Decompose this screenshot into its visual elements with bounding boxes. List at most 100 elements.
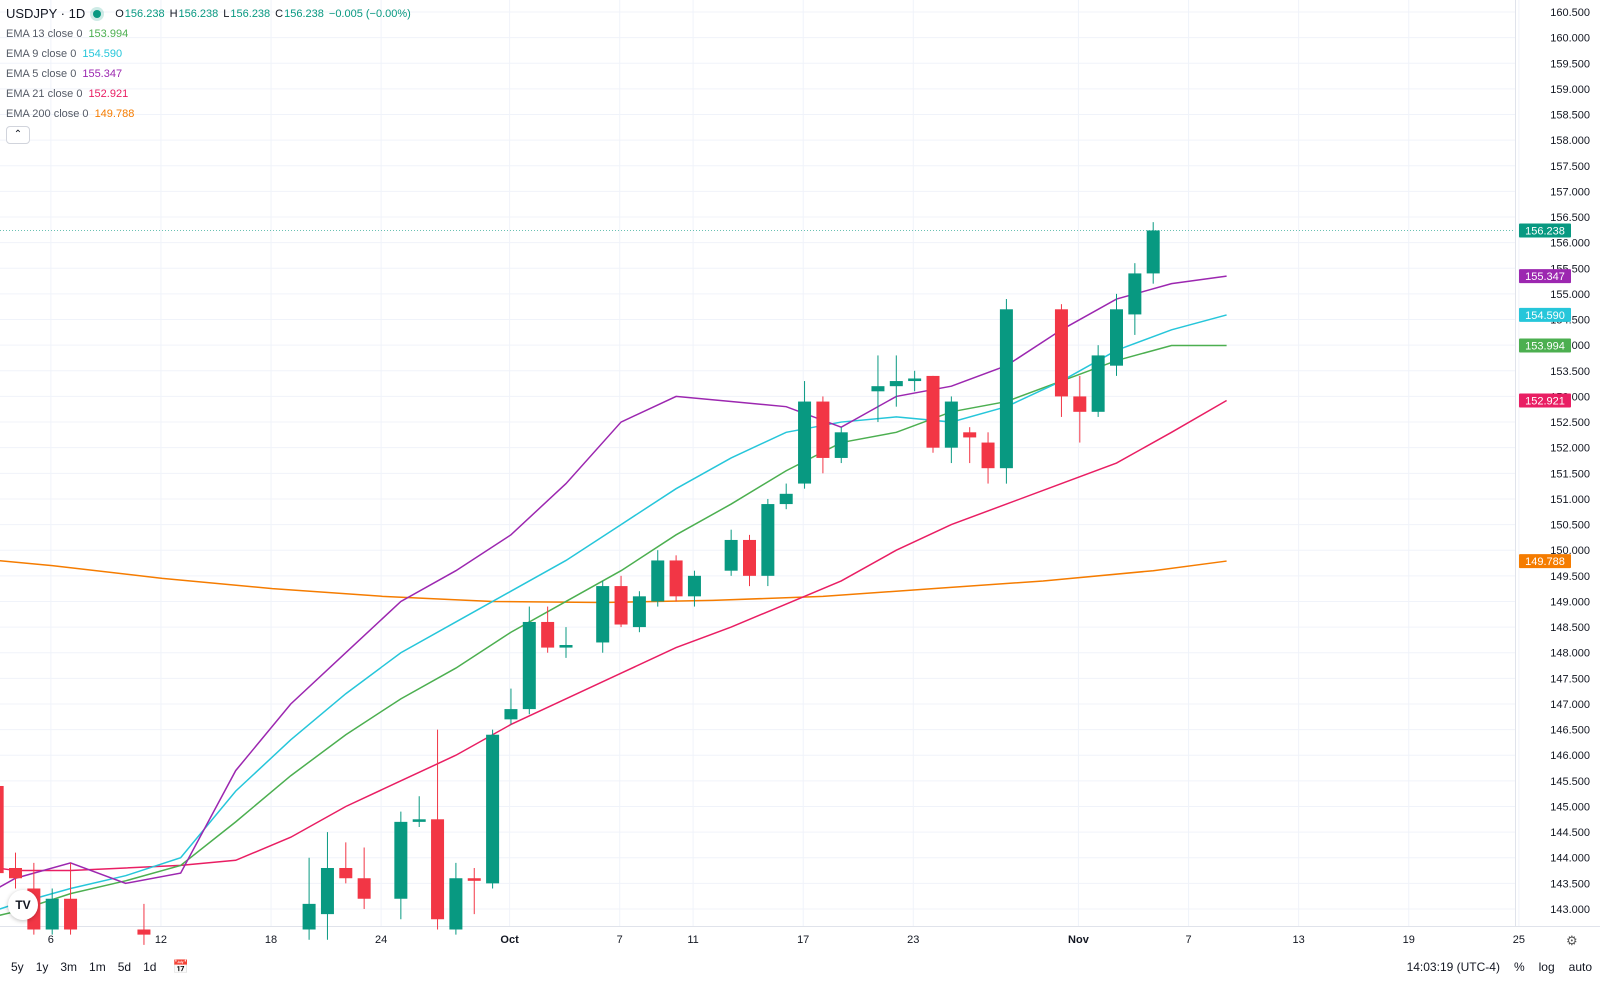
calendar-icon[interactable]: 📅 [172, 959, 189, 974]
price-tick-label: 159.000 [1550, 84, 1590, 96]
tradingview-logo[interactable]: TV [8, 890, 38, 920]
auto-toggle[interactable]: auto [1568, 960, 1592, 974]
price-tick-label: 144.000 [1550, 853, 1590, 865]
indicator-row[interactable]: EMA 21 close 0 152.921 [6, 84, 416, 104]
price-badge-label: 156.238 [1525, 225, 1565, 237]
candle-body [1146, 230, 1160, 274]
candle-body [743, 539, 756, 576]
candle-body [1073, 396, 1087, 412]
candle-body [761, 504, 775, 576]
range-button-5y[interactable]: 5y [11, 960, 24, 974]
range-button-1y[interactable]: 1y [35, 960, 49, 974]
candle-body [908, 378, 922, 382]
price-tick-label: 151.500 [1550, 468, 1590, 480]
settings-gear-icon[interactable]: ⚙ [1566, 933, 1578, 948]
symbol-row: USDJPY · 1D O 156.238 H 156.238 L 156.238 C… [6, 4, 416, 24]
time-tick-label: Nov [1068, 934, 1090, 946]
price-tick-label: 150.500 [1550, 520, 1590, 532]
low-label: L [223, 8, 230, 20]
ema-line [0, 275, 1227, 888]
price-tick-label: 147.500 [1550, 673, 1590, 685]
candle-body [431, 819, 445, 920]
ema-line [0, 399, 1227, 872]
price-tick-label: 149.500 [1550, 571, 1590, 583]
price-badge-label: 149.788 [1525, 556, 1565, 568]
candle-body [944, 401, 958, 448]
candle-body [45, 898, 59, 930]
candle-body [486, 734, 500, 884]
indicator-row[interactable]: EMA 200 close 0 149.788 [6, 104, 416, 124]
range-button-1d[interactable]: 1d [143, 960, 157, 974]
candle-body [596, 586, 610, 643]
candle-body [559, 645, 573, 648]
ema-line [0, 559, 1227, 604]
indicator-row[interactable]: EMA 13 close 0 153.994 [6, 24, 416, 44]
chart-legend: USDJPY · 1D O 156.238 H 156.238 L 156.238 C… [6, 4, 416, 144]
price-tick-label: 159.500 [1550, 58, 1590, 70]
chart-grid [0, 0, 1600, 927]
price-axis[interactable]: 143.000 143.500 144.000 144.500 145.000 145.5… [1550, 7, 1590, 916]
range-button-1m[interactable]: 1m [89, 960, 106, 974]
price-tick-label: 158.500 [1550, 110, 1590, 122]
price-chart[interactable]: 143.000 143.500 144.000 144.500 145.000 145.5… [0, 0, 1600, 952]
candle-body [651, 560, 665, 602]
candle-body [871, 386, 885, 392]
candle-body [889, 381, 903, 387]
candle-body [963, 432, 977, 438]
candle-body [999, 309, 1013, 469]
price-tick-label: 148.000 [1550, 648, 1590, 660]
high-value: 156.238 [178, 8, 219, 20]
price-tick-label: 145.000 [1550, 801, 1590, 813]
price-tick-label: 148.500 [1550, 622, 1590, 634]
indicator-label: EMA 9 close 0 [6, 48, 77, 60]
indicator-row[interactable]: EMA 9 close 0 154.590 [6, 44, 416, 64]
candle-body [816, 401, 830, 458]
percent-toggle[interactable]: % [1513, 960, 1525, 974]
ema-line [0, 344, 1227, 916]
open-value: 156.238 [124, 8, 165, 20]
price-tick-label: 157.000 [1550, 186, 1590, 198]
price-badge [1519, 307, 1571, 322]
time-tick-label: 23 [907, 934, 919, 946]
close-value: 156.238 [284, 8, 324, 20]
candle-body [137, 929, 151, 935]
candle-body [981, 442, 995, 469]
candle-body [798, 401, 812, 484]
right-tools: 14:03:19 (UTC-4) % log auto [1393, 952, 1592, 982]
price-tick-label: 151.000 [1550, 494, 1590, 506]
clock-readout[interactable]: 14:03:19 (UTC-4) [1406, 960, 1500, 974]
market-open-icon [93, 10, 102, 18]
log-toggle[interactable]: log [1538, 960, 1555, 974]
candle-body [1110, 309, 1123, 366]
price-badge [1519, 554, 1571, 569]
high-label: H [169, 8, 178, 20]
time-tick-label: 13 [1293, 934, 1305, 946]
range-button-3m[interactable]: 3m [60, 960, 78, 974]
ema-lines [0, 275, 1227, 916]
time-tick-label: Oct [500, 934, 519, 946]
price-badge-label: 154.590 [1525, 310, 1565, 322]
change-value: −0.005 (−0.00%) [328, 8, 411, 20]
candle-body [926, 375, 940, 448]
range-button-5d[interactable]: 5d [117, 960, 132, 974]
collapse-legend-button[interactable]: ⌃ [6, 126, 30, 144]
symbol-title[interactable]: USDJPY · 1D [6, 6, 86, 21]
indicator-value: 153.994 [88, 28, 129, 40]
candle-body [449, 878, 463, 930]
time-axis[interactable]: 6121824Oct7111723Nov7131925Dec6121824 [48, 934, 1600, 946]
indicator-label: EMA 13 close 0 [6, 28, 83, 40]
indicator-value: 152.921 [88, 88, 129, 100]
candles [0, 222, 1160, 945]
price-tick-label: 156.500 [1550, 212, 1590, 224]
candle-body [1128, 273, 1142, 315]
candle-body [669, 560, 683, 597]
candle-body [1054, 309, 1068, 397]
candle-body [834, 432, 848, 458]
price-tick-label: 153.500 [1550, 366, 1590, 378]
candle-body [541, 621, 555, 648]
price-tick-label: 143.000 [1550, 904, 1590, 916]
indicator-row[interactable]: EMA 5 close 0 155.347 [6, 64, 416, 84]
time-tick-label: 6 [48, 934, 54, 946]
time-tick-label: 25 [1513, 934, 1525, 946]
indicator-list: EMA 13 close 0 153.994 EMA 9 close 0 154.59… [6, 24, 416, 124]
